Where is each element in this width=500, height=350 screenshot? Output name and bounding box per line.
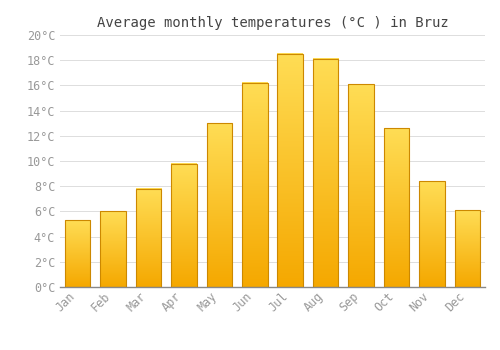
Bar [100, 211, 126, 287]
Bar [136, 189, 162, 287]
Bar [65, 220, 90, 287]
Title: Average monthly temperatures (°C ) in Bruz: Average monthly temperatures (°C ) in Br… [96, 16, 448, 30]
Bar [278, 54, 303, 287]
Bar [242, 83, 268, 287]
Bar [171, 163, 196, 287]
Bar [313, 59, 338, 287]
Bar [419, 181, 444, 287]
Bar [206, 123, 232, 287]
Bar [348, 84, 374, 287]
Bar [454, 210, 480, 287]
Bar [384, 128, 409, 287]
